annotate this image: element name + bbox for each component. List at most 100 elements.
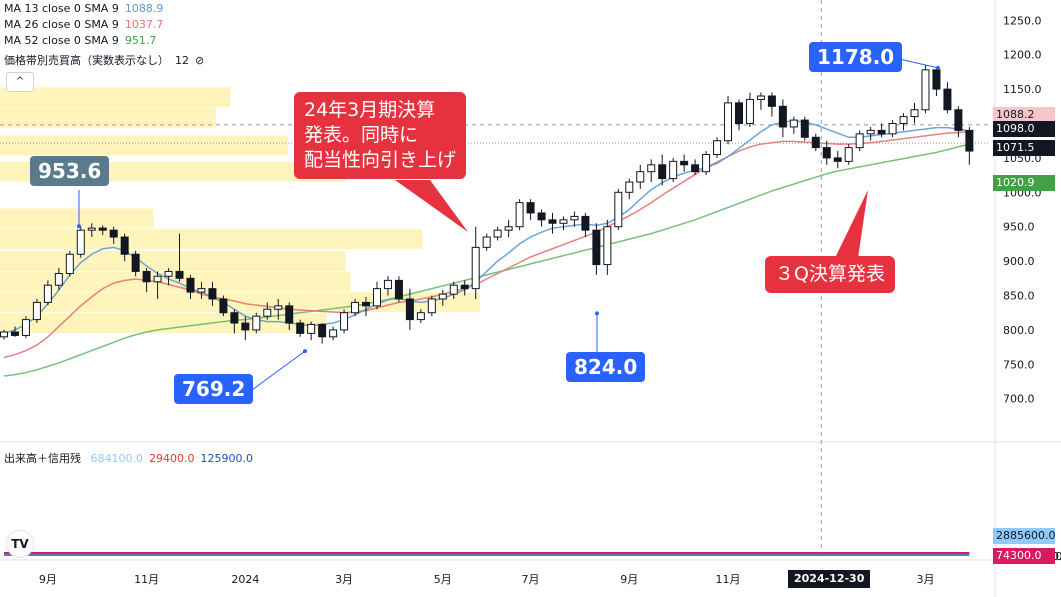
candle-body [351,301,360,314]
candle-body [537,212,546,221]
candle-body [756,95,765,100]
time-tick-label: 11月 [134,573,159,586]
candle-body [658,164,667,180]
candle-body [164,270,173,277]
price-tick-label: 850.0 [1003,290,1035,303]
candle-body [142,270,151,283]
legend-margin-buy-value: 29400.0 [149,452,195,465]
candle-body [460,284,469,290]
legend-ma13-value: 1088.9 [124,2,164,15]
candle-body [252,315,261,331]
time-tick-label: 3月 [335,573,353,586]
candle-body [131,253,140,272]
candle-body [241,322,250,331]
candle-body [811,136,820,149]
candle-body [778,105,787,128]
candle-body [515,202,524,228]
candle-body [789,119,798,128]
candle-body [208,288,217,300]
legend-ma13: MA 13 close 0 SMA 9 1088.9 [4,2,163,15]
price-tick-label: 1200.0 [1003,49,1042,62]
legend-volume-value: 684100.0 [90,452,144,465]
candle-body [493,229,502,238]
callout-anchor [77,224,81,229]
candle-body [713,140,722,155]
candle-body [32,301,41,321]
candle-body [526,202,535,214]
candle-body [800,119,809,138]
candle-body [427,298,436,314]
candle-body [383,279,392,290]
price-tick-label: 800.0 [1003,324,1035,337]
price-tick-label: 700.0 [1003,393,1035,406]
time-tick-label: 5月 [434,573,452,586]
candle-body [65,253,74,275]
candle-body [724,102,733,142]
candle-body [614,191,623,228]
candle-body [921,69,930,111]
tradingview-logo[interactable]: TV [6,530,34,558]
low-callout-769: 769.2 [174,374,254,404]
legend-ma26: MA 26 close 0 SMA 9 1037.7 [4,18,163,31]
candle-body [822,147,831,159]
candle-body [274,305,283,310]
high-callout-953: 953.6 [30,156,110,186]
candle-body [482,236,491,248]
candle-body [965,129,974,152]
price-tick-label: 900.0 [1003,255,1035,268]
collapse-legend-button[interactable]: ^ [6,72,34,92]
candle-body [570,215,579,221]
candle-body [943,88,952,111]
legend-ma52: MA 52 close 0 SMA 9 951.7 [4,34,156,47]
legend-volume-label: 出来高＋信用残 [4,452,81,465]
candle-body [647,164,656,173]
candle-body [691,164,700,173]
candle-body [21,319,30,336]
low-callout-824: 824.0 [566,352,646,382]
candle-body [899,116,908,125]
candle-body [405,298,414,321]
candle-body [866,129,875,135]
candle-body [833,157,842,162]
candle-body [449,284,458,295]
candle-body [504,226,513,231]
candle-body [197,288,206,293]
legend-margin-sell-value: 125900.0 [200,452,254,465]
high-callout-1178: 1178.0 [809,42,903,72]
price-tick-label: 1150.0 [1003,83,1042,96]
legend-ma26-value: 1037.7 [124,18,164,31]
candle-body [263,308,272,317]
candle-body [471,246,480,290]
candle-body [702,153,711,173]
candle-body [76,229,85,255]
candle-body [318,323,327,338]
price-tick-label: 950.0 [1003,221,1035,234]
legend-ma13-label: MA 13 close 0 SMA 9 [4,2,119,15]
candle-body [592,229,601,266]
candle-body [296,322,305,334]
candle-body [581,215,590,231]
candle-body [340,312,349,331]
hide-icon[interactable]: ⊘ [195,54,205,67]
candle-body [0,331,8,338]
price-tag-ma13: 1088.2 [993,107,1055,123]
time-tick-label: 2024 [231,573,259,586]
candle-body [680,160,689,166]
callout-pointer [894,57,939,69]
candle-body [734,102,743,125]
candle-body [153,275,162,283]
legend-volume-profile[interactable]: 価格帯別売買高（実数表示なし） 12 ⊘ [4,52,204,68]
time-tick-label: 9月 [620,573,638,586]
price-tag-crosshair: 1071.5 [993,140,1055,156]
candle-body [372,288,381,307]
time-tick-label: 3月 [916,573,934,586]
earnings-note-fy2024q4: 24年3月期決算 発表。同時に 配当性向引き上げ [294,92,467,179]
callout-pointer [251,350,306,391]
callout-anchor [303,349,307,354]
candle-body [54,273,63,286]
candle-body [603,226,612,266]
volume-profile-bar [0,208,154,229]
candle-body [120,236,129,255]
margin-tag-last: 74300.0 [993,548,1055,564]
